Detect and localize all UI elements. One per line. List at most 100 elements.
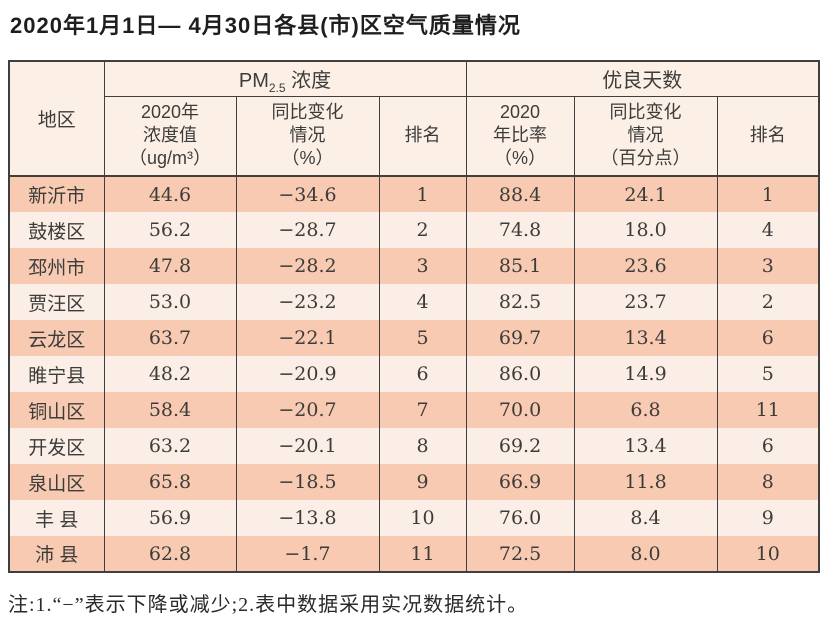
gd_ratio-cell: 72.5 [465, 536, 575, 572]
gd_ratio-cell: 66.9 [465, 464, 575, 500]
region-cell: 云龙区 [8, 320, 105, 356]
gd_change-cell: 24.1 [573, 176, 718, 212]
gd_rank-cell: 2 [716, 284, 820, 320]
gd_ratio-cell: 86.0 [465, 356, 575, 392]
region-cell: 丰 县 [8, 500, 105, 536]
gd_change-cell: 23.6 [573, 248, 718, 284]
gd_ratio-cell: 82.5 [465, 284, 575, 320]
air-quality-table: 地区 PM2.5 浓度 优良天数 2020年 浓度值 （ug/m³） 同比变化 … [8, 60, 821, 573]
pm_change-cell: −34.6 [235, 176, 380, 212]
column-group-pm25: PM2.5 浓度 [103, 61, 467, 97]
gd_change-cell: 14.9 [573, 356, 718, 392]
pm25-subscript: 2.5 [268, 81, 286, 96]
table-row: 铜山区 58.4 −20.7 7 70.0 6.8 11 [8, 392, 820, 428]
gd_rank-cell: 10 [716, 536, 820, 572]
gd_rank-cell: 6 [716, 320, 820, 356]
region-cell: 开发区 [8, 428, 105, 464]
table-row: 睢宁县 48.2 −20.9 6 86.0 14.9 5 [8, 356, 820, 392]
gd_ratio-cell: 88.4 [465, 176, 575, 212]
table-row: 鼓楼区 56.2 −28.7 2 74.8 18.0 4 [8, 212, 820, 248]
gd_rank-cell: 4 [716, 212, 820, 248]
pm_change-cell: −23.2 [235, 284, 380, 320]
pm_rank-cell: 2 [378, 212, 467, 248]
pm_rank-cell: 7 [378, 392, 467, 428]
gd_rank-cell: 9 [716, 500, 820, 536]
pm_value-cell: 48.2 [103, 356, 237, 392]
footnote: 注:1.“−”表示下降或减少;2.表中数据采用实况数据统计。 [8, 594, 529, 616]
pm_value-cell: 63.7 [103, 320, 237, 356]
pm_change-cell: −20.1 [235, 428, 380, 464]
column-group-good-days: 优良天数 [465, 61, 820, 97]
table-header: 地区 PM2.5 浓度 优良天数 2020年 浓度值 （ug/m³） 同比变化 … [8, 61, 820, 177]
column-header-gd-ratio: 2020 年比率 （%） [465, 96, 575, 177]
table-row: 泉山区 65.8 −18.5 9 66.9 11.8 8 [8, 464, 820, 500]
region-cell: 睢宁县 [8, 356, 105, 392]
gd_ratio-cell: 74.8 [465, 212, 575, 248]
table-row: 沛 县 62.8 −1.7 11 72.5 8.0 10 [8, 536, 820, 572]
pm_change-cell: −28.2 [235, 248, 380, 284]
pm_change-cell: −28.7 [235, 212, 380, 248]
gd_ratio-cell: 69.2 [465, 428, 575, 464]
pm_value-cell: 63.2 [103, 428, 237, 464]
region-cell: 沛 县 [8, 536, 105, 572]
column-header-pm-change: 同比变化 情况 （%） [235, 96, 380, 177]
pm_rank-cell: 1 [378, 176, 467, 212]
table-row: 开发区 63.2 −20.1 8 69.2 13.4 6 [8, 428, 820, 464]
region-cell: 鼓楼区 [8, 212, 105, 248]
gd_rank-cell: 5 [716, 356, 820, 392]
gd_change-cell: 8.4 [573, 500, 718, 536]
pm_value-cell: 58.4 [103, 392, 237, 428]
page-title: 2020年1月1日— 4月30日各县(市)区空气质量情况 [10, 13, 521, 38]
pm_value-cell: 62.8 [103, 536, 237, 572]
region-cell: 铜山区 [8, 392, 105, 428]
pm_change-cell: −20.9 [235, 356, 380, 392]
table-row: 云龙区 63.7 −22.1 5 69.7 13.4 6 [8, 320, 820, 356]
gd_rank-cell: 8 [716, 464, 820, 500]
pm_rank-cell: 8 [378, 428, 467, 464]
region-cell: 泉山区 [8, 464, 105, 500]
region-cell: 邳州市 [8, 248, 105, 284]
sub-header-row: 2020年 浓度值 （ug/m³） 同比变化 情况 （%） 排名 2020 年比… [9, 96, 820, 177]
region-cell: 新沂市 [8, 176, 105, 212]
gd_change-cell: 23.7 [573, 284, 718, 320]
gd_rank-cell: 6 [716, 428, 820, 464]
column-header-gd-rank: 排名 [716, 96, 820, 177]
gd_ratio-cell: 70.0 [465, 392, 575, 428]
gd_change-cell: 13.4 [573, 320, 718, 356]
column-header-gd-change: 同比变化 情况 （百分点） [573, 96, 718, 177]
table-row: 邳州市 47.8 −28.2 3 85.1 23.6 3 [8, 248, 820, 284]
gd_ratio-cell: 69.7 [465, 320, 575, 356]
gd_ratio-cell: 85.1 [465, 248, 575, 284]
pm_rank-cell: 4 [378, 284, 467, 320]
pm_rank-cell: 11 [378, 536, 467, 572]
pm_rank-cell: 5 [378, 320, 467, 356]
pm_value-cell: 65.8 [103, 464, 237, 500]
pm_change-cell: −18.5 [235, 464, 380, 500]
gd_change-cell: 6.8 [573, 392, 718, 428]
pm_rank-cell: 9 [378, 464, 467, 500]
pm_value-cell: 56.2 [103, 212, 237, 248]
column-header-pm-value: 2020年 浓度值 （ug/m³） [103, 96, 237, 177]
pm_value-cell: 53.0 [103, 284, 237, 320]
table-row: 新沂市 44.6 −34.6 1 88.4 24.1 1 [8, 176, 820, 212]
column-header-pm-rank: 排名 [378, 96, 467, 177]
region-cell: 贾汪区 [8, 284, 105, 320]
gd_change-cell: 13.4 [573, 428, 718, 464]
pm_change-cell: −22.1 [235, 320, 380, 356]
pm_change-cell: −1.7 [235, 536, 380, 572]
pm_change-cell: −13.8 [235, 500, 380, 536]
gd_rank-cell: 1 [716, 176, 820, 212]
pm25-label: PM2.5 浓度 [238, 70, 332, 96]
gd_rank-cell: 3 [716, 248, 820, 284]
pm_rank-cell: 3 [378, 248, 467, 284]
gd_ratio-cell: 76.0 [465, 500, 575, 536]
pm_rank-cell: 6 [378, 356, 467, 392]
gd_change-cell: 11.8 [573, 464, 718, 500]
group-header-row: 地区 PM2.5 浓度 优良天数 [8, 61, 820, 177]
table-body: 新沂市 44.6 −34.6 1 88.4 24.1 1 鼓楼区 56.2 −28.7 2 74.8 1… [8, 176, 820, 572]
pm_value-cell: 47.8 [103, 248, 237, 284]
gd_change-cell: 8.0 [573, 536, 718, 572]
table-row: 贾汪区 53.0 −23.2 4 82.5 23.7 2 [8, 284, 820, 320]
gd_rank-cell: 11 [716, 392, 820, 428]
